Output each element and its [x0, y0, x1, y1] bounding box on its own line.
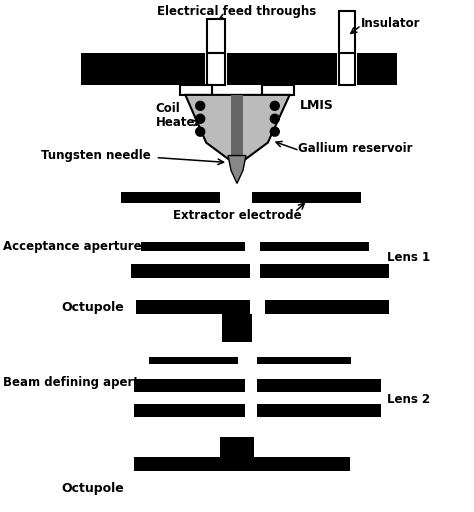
Bar [134, 404, 245, 417]
Text: Insulator: Insulator [361, 17, 421, 30]
Bar [207, 53, 225, 85]
Bar [131, 264, 250, 278]
Text: Extractor electrode: Extractor electrode [173, 209, 301, 222]
Text: Octupole: Octupole [61, 482, 124, 495]
Circle shape [270, 101, 279, 110]
Bar [136, 300, 250, 314]
Text: Gallium reservoir: Gallium reservoir [298, 142, 412, 155]
Bar [81, 53, 397, 85]
Bar [211, 53, 221, 73]
Bar [252, 193, 361, 203]
Bar [134, 457, 350, 471]
Polygon shape [228, 156, 246, 183]
Text: Coil: Coil [155, 102, 180, 115]
Bar [337, 53, 357, 85]
Circle shape [196, 101, 205, 110]
Text: Lens 1: Lens 1 [387, 251, 430, 265]
Circle shape [196, 114, 205, 123]
Bar [262, 85, 276, 115]
Text: Heater: Heater [155, 116, 201, 129]
Bar [262, 85, 294, 95]
Bar [257, 357, 351, 365]
Bar [205, 53, 227, 85]
Bar [339, 11, 356, 63]
Polygon shape [185, 95, 290, 165]
Text: Beam defining aperture: Beam defining aperture [3, 376, 162, 389]
Bar [198, 85, 212, 115]
Circle shape [270, 127, 279, 136]
Bar [141, 242, 245, 251]
Bar [231, 95, 243, 162]
Circle shape [196, 127, 205, 136]
Text: Octupole: Octupole [61, 301, 124, 314]
Bar [265, 300, 389, 314]
Bar [148, 357, 238, 365]
Text: Lens 2: Lens 2 [387, 393, 430, 406]
Bar [220, 437, 254, 459]
Bar [257, 404, 381, 417]
Bar [134, 379, 245, 392]
Circle shape [270, 114, 279, 123]
Text: Tungsten needle: Tungsten needle [41, 149, 151, 162]
Bar [257, 379, 381, 392]
Bar [207, 19, 225, 57]
Text: Acceptance aperture: Acceptance aperture [3, 240, 142, 252]
Text: Electrical feed throughs: Electrical feed throughs [157, 5, 317, 18]
Bar [260, 242, 369, 251]
Bar [222, 314, 252, 342]
Text: LMIS: LMIS [300, 99, 334, 112]
Bar [339, 53, 356, 85]
Bar [260, 264, 389, 278]
Bar [180, 85, 212, 95]
Bar [121, 193, 220, 203]
